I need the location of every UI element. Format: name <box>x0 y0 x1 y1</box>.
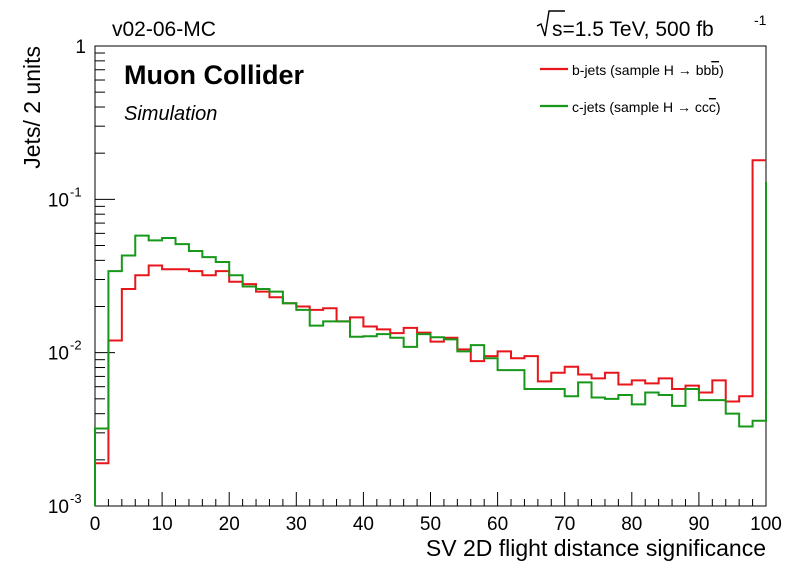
x-tick-label: 70 <box>554 514 575 535</box>
legend-c-bar: c <box>709 99 716 115</box>
legend-entry-b-jets: b-jets (sample H → bbb) <box>540 62 724 78</box>
x-axis-tick-labels: 0 10 20 30 40 50 60 70 80 90 100 <box>90 514 782 535</box>
x-axis-title: SV 2D flight distance significance <box>426 535 766 561</box>
x-tick-label: 90 <box>688 514 709 535</box>
legend-label-c-jets: c-jets (sample H → ccc) <box>572 99 721 115</box>
energy-label: s=1.5 TeV, 500 fb -1 <box>536 10 767 41</box>
svg-text:-1: -1 <box>70 184 82 199</box>
y-tick-label: 10 -3 <box>48 491 82 518</box>
histogram-series <box>94 159 767 506</box>
y-tick-label: 10 -2 <box>48 338 82 365</box>
legend-entry-c-jets: c-jets (sample H → ccc) <box>540 99 721 115</box>
series-c-jets-line <box>94 181 767 506</box>
y-axis-tick-labels: 110-110-210-3 <box>48 37 86 518</box>
legend: b-jets (sample H → bbb) c-jets (sample H… <box>540 62 724 115</box>
svg-text:-2: -2 <box>70 338 82 353</box>
x-tick-label: 40 <box>353 514 374 535</box>
x-tick-label: 100 <box>750 514 782 535</box>
energy-exponent: -1 <box>754 12 767 28</box>
x-tick-label: 60 <box>487 514 508 535</box>
legend-b-bar: b <box>711 62 719 78</box>
y-tick-label: 10 -1 <box>48 184 82 211</box>
x-tick-label: 20 <box>219 514 240 535</box>
svg-text:10: 10 <box>48 344 69 365</box>
svg-text:1: 1 <box>75 37 86 58</box>
y-axis-title: Jets/ 2 units <box>19 46 45 169</box>
header-left-label: v02-06-MC <box>112 18 216 41</box>
y-axis-ticks <box>95 45 115 507</box>
y-tick-label: 1 <box>75 37 86 58</box>
energy-text: s=1.5 TeV, 500 fb <box>552 18 714 41</box>
sqrt-sign <box>536 10 565 37</box>
x-axis-ticks <box>94 492 767 506</box>
legend-label-b-jets: b-jets (sample H → bbb) <box>572 62 724 78</box>
x-tick-label: 0 <box>90 514 101 535</box>
experiment-name: Muon Collider <box>124 60 304 90</box>
x-tick-label: 30 <box>286 514 307 535</box>
svg-text:10: 10 <box>48 190 69 211</box>
x-tick-label: 10 <box>152 514 173 535</box>
experiment-subtitle: Simulation <box>124 103 217 125</box>
svg-text:10: 10 <box>48 497 69 518</box>
series-b-jets-line <box>94 159 766 506</box>
x-tick-label: 50 <box>420 514 441 535</box>
x-tick-label: 80 <box>621 514 642 535</box>
svg-text:-3: -3 <box>70 491 82 506</box>
